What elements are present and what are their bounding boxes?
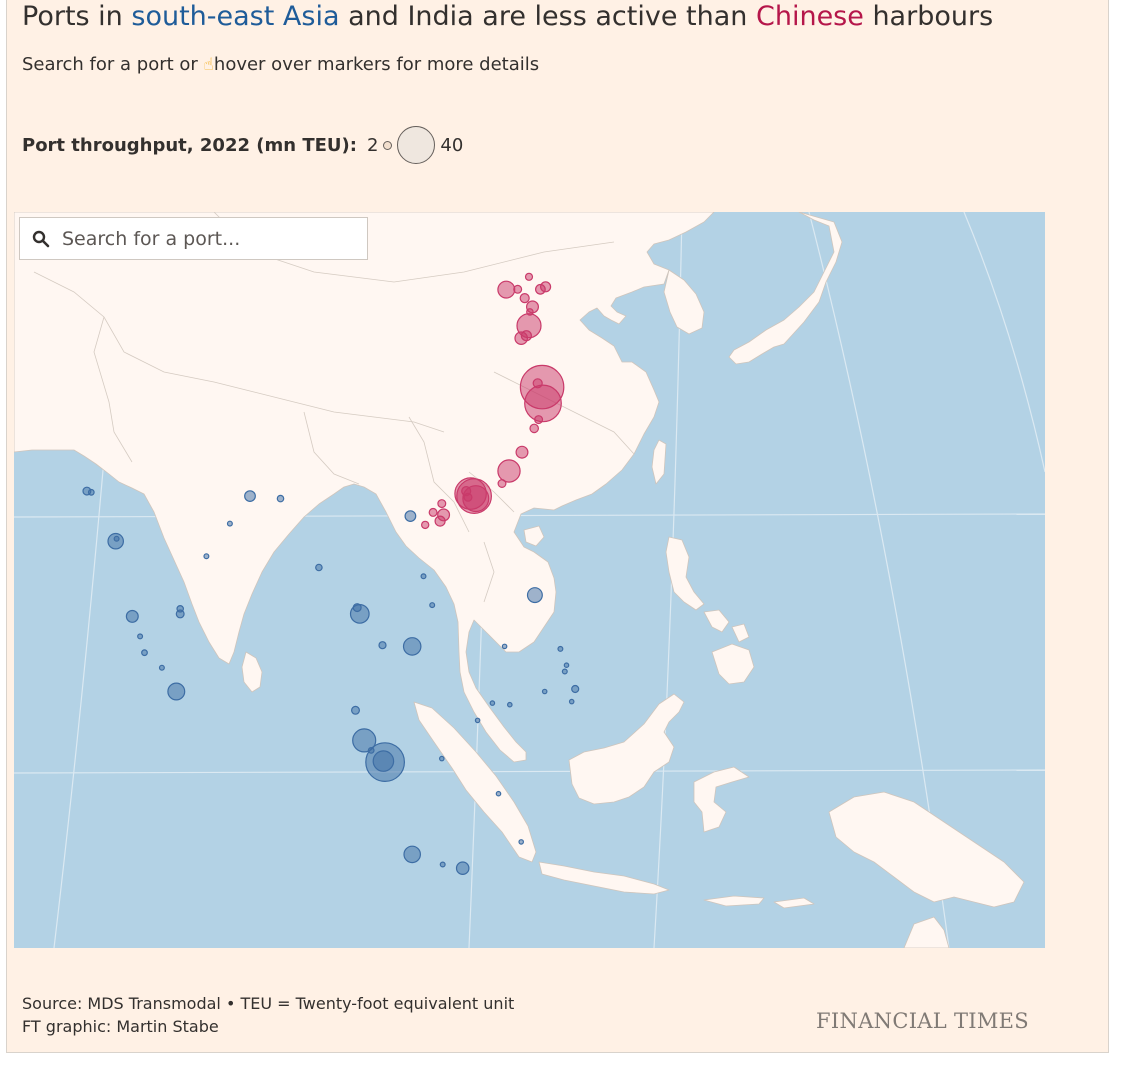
port-marker-china[interactable]: [428, 507, 438, 517]
port-marker-other[interactable]: [113, 535, 120, 542]
korea: [663, 269, 705, 335]
search-icon: [32, 230, 50, 247]
port-marker-other[interactable]: [563, 662, 570, 669]
port-marker-other[interactable]: [420, 573, 427, 580]
port-marker-other[interactable]: [404, 510, 417, 523]
port-marker-other[interactable]: [403, 845, 421, 864]
australia-north: [903, 916, 950, 948]
port-marker-other[interactable]: [402, 637, 422, 656]
port-marker-other[interactable]: [506, 701, 513, 708]
port-marker-other[interactable]: [561, 668, 568, 675]
luzon: [665, 536, 705, 611]
chart-subtitle: Search for a port or ☝hover over markers…: [22, 54, 540, 75]
port-marker-china[interactable]: [529, 423, 539, 434]
port-marker-other[interactable]: [438, 755, 445, 762]
sumatra: [413, 701, 537, 863]
port-marker-china[interactable]: [515, 445, 529, 459]
taiwan: [651, 439, 667, 485]
port-marker-other[interactable]: [495, 790, 502, 797]
port-map[interactable]: [14, 212, 1045, 948]
port-marker-other[interactable]: [372, 750, 395, 772]
port-marker-other[interactable]: [501, 643, 508, 650]
visayas: [703, 609, 750, 643]
title-highlight-chinese: Chinese: [755, 1, 864, 32]
port-marker-china[interactable]: [524, 272, 534, 281]
port-marker-other[interactable]: [352, 728, 377, 753]
source-note: Source: MDS Transmodal • TEU = Twenty-fo…: [22, 992, 514, 1038]
port-marker-china[interactable]: [513, 284, 523, 294]
port-marker-other[interactable]: [367, 747, 375, 754]
port-marker-china[interactable]: [463, 492, 473, 502]
port-marker-other[interactable]: [455, 861, 470, 875]
port-marker-other[interactable]: [378, 641, 387, 650]
port-search-input[interactable]: [60, 226, 354, 251]
port-marker-other[interactable]: [541, 688, 548, 695]
port-marker-china[interactable]: [519, 292, 530, 304]
port-marker-other[interactable]: [158, 664, 165, 671]
port-marker-other[interactable]: [276, 494, 285, 503]
port-marker-other[interactable]: [571, 684, 580, 694]
country-borders: [33, 212, 635, 603]
port-marker-china[interactable]: [534, 415, 544, 425]
port-marker-other[interactable]: [137, 633, 144, 640]
port-marker-other[interactable]: [141, 649, 148, 657]
japan: [728, 212, 843, 365]
mindanao: [711, 643, 755, 685]
mainland-asia: [14, 212, 715, 763]
port-marker-other[interactable]: [474, 717, 481, 724]
port-marker-china[interactable]: [526, 308, 534, 316]
port-marker-other[interactable]: [352, 603, 362, 613]
port-marker-other[interactable]: [568, 698, 575, 705]
port-marker-other[interactable]: [226, 520, 233, 527]
port-marker-other[interactable]: [125, 609, 139, 623]
port-marker-other[interactable]: [203, 553, 210, 560]
new-guinea: [828, 791, 1025, 908]
port-marker-china[interactable]: [535, 283, 546, 295]
sri-lanka: [241, 651, 263, 693]
port-markers[interactable]: [82, 272, 580, 875]
port-marker-china[interactable]: [437, 499, 447, 509]
port-marker-other[interactable]: [489, 700, 496, 706]
title-highlight-south-east-asia: south-east Asia: [131, 1, 340, 32]
port-marker-other[interactable]: [429, 602, 436, 609]
port-marker-other[interactable]: [87, 488, 95, 496]
port-marker-china[interactable]: [497, 280, 516, 299]
port-marker-other[interactable]: [526, 587, 543, 604]
size-legend-min-label: 2: [366, 134, 379, 156]
port-marker-china[interactable]: [520, 330, 533, 342]
port-marker-other[interactable]: [244, 490, 256, 503]
port-marker-other[interactable]: [518, 839, 525, 845]
size-legend-large-circle: [397, 126, 436, 164]
borneo: [568, 693, 685, 805]
size-legend-max-label: 40: [440, 134, 464, 156]
port-marker-other[interactable]: [557, 645, 564, 652]
map-svg[interactable]: [14, 212, 1045, 948]
size-legend: Port throughput, 2022 (mn TEU): 2 40: [22, 125, 463, 165]
land: [14, 212, 1025, 948]
pointing-hand-icon: ☝: [203, 55, 214, 75]
port-marker-other[interactable]: [176, 604, 185, 613]
hainan: [523, 525, 545, 547]
port-marker-other[interactable]: [351, 705, 361, 715]
port-marker-china[interactable]: [497, 479, 507, 489]
port-marker-china[interactable]: [524, 384, 562, 423]
port-marker-china[interactable]: [532, 378, 543, 389]
port-search-box[interactable]: [19, 217, 368, 260]
java: [538, 861, 670, 895]
sulawesi: [693, 766, 750, 833]
port-marker-other[interactable]: [315, 563, 323, 572]
port-marker-china[interactable]: [497, 459, 521, 483]
graphic-credit: FT graphic: Martin Stabe: [22, 1017, 219, 1036]
chart-title: Ports in south-east Asia and India are l…: [22, 1, 994, 32]
size-legend-small-circle: [383, 140, 393, 150]
financial-times-logo: FINANCIAL TIMES: [816, 1009, 1029, 1033]
source-text: Source: MDS Transmodal • TEU = Twenty-fo…: [22, 994, 515, 1013]
port-marker-other[interactable]: [439, 861, 446, 868]
size-legend-title: Port throughput, 2022 (mn TEU):: [22, 134, 357, 156]
timor-islands: [703, 895, 815, 909]
port-marker-other[interactable]: [167, 682, 186, 701]
port-marker-china[interactable]: [434, 515, 446, 527]
port-marker-china[interactable]: [421, 520, 430, 530]
